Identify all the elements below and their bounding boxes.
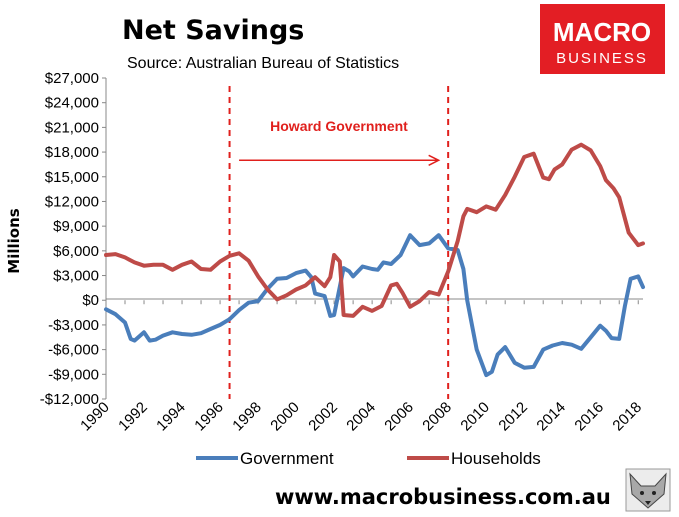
footer-url: www.macrobusiness.com.au (275, 485, 611, 509)
y-tick-label: $3,000 (53, 268, 99, 285)
howard-government-label: Howard Government (270, 118, 408, 134)
x-tick-label: 2014 (533, 399, 569, 435)
y-tick-label: $0 (82, 292, 99, 309)
x-axis-ticks: 1990 1992 1994 1996 1998 2000 2002 2004 2006 2008… (77, 300, 645, 434)
y-tick-label: $27,000 (45, 70, 99, 87)
logo-line2: BUSINESS (556, 50, 648, 67)
macrobusiness-logo: MACRO BUSINESS (540, 4, 665, 74)
annotations: Howard Government (228, 86, 450, 399)
x-tick-label: 2018 (609, 399, 645, 435)
x-tick-label: 2004 (343, 399, 379, 435)
y-tick-label: $12,000 (45, 193, 99, 210)
y-tick-label: $15,000 (45, 169, 99, 186)
series-lines (104, 142, 645, 378)
y-axis-ticks: -$12,000 -$9,000 -$6,000 -$3,000 $0 $3,000 $6,… (40, 70, 106, 408)
plot-area: -$12,000 -$9,000 -$6,000 -$3,000 $0 $3,000 $6,… (40, 70, 645, 434)
x-tick-label: 2008 (419, 399, 455, 435)
series-line-households (104, 142, 645, 318)
x-tick-label: 1996 (191, 399, 227, 435)
legend-label-households: Households (451, 449, 541, 468)
y-tick-label: -$3,000 (48, 317, 99, 334)
y-tick-label: -$6,000 (48, 342, 99, 359)
x-tick-label: 2006 (381, 399, 417, 435)
y-tick-label: -$12,000 (40, 391, 99, 408)
x-tick-label: 1992 (115, 399, 151, 435)
chart-subtitle: Source: Australian Bureau of Statistics (127, 55, 399, 72)
series-line-government (104, 233, 645, 378)
fox-mascot-icon (625, 468, 671, 512)
y-tick-label: $18,000 (45, 144, 99, 161)
x-tick-label: 2012 (495, 399, 531, 435)
chart-title: Net Savings (122, 15, 304, 46)
x-tick-label: 1994 (153, 399, 189, 435)
y-tick-label: -$9,000 (48, 366, 99, 383)
arrowhead-icon (428, 154, 441, 166)
y-tick-label: $9,000 (53, 218, 99, 235)
x-tick-label: 2002 (305, 399, 341, 435)
y-axis-label: Millions (5, 208, 23, 273)
x-tick-label: 2010 (457, 399, 493, 435)
y-tick-label: $21,000 (45, 119, 99, 136)
chart-legend: Government Households (196, 449, 541, 468)
logo-line1: MACRO (553, 17, 651, 47)
logo-background (540, 4, 665, 74)
legend-label-government: Government (240, 449, 334, 468)
y-tick-label: $24,000 (45, 95, 99, 112)
y-tick-label: $6,000 (53, 243, 99, 260)
x-tick-label: 2000 (267, 399, 303, 435)
x-tick-label: 1998 (229, 399, 265, 435)
x-tick-label: 2016 (571, 399, 607, 435)
